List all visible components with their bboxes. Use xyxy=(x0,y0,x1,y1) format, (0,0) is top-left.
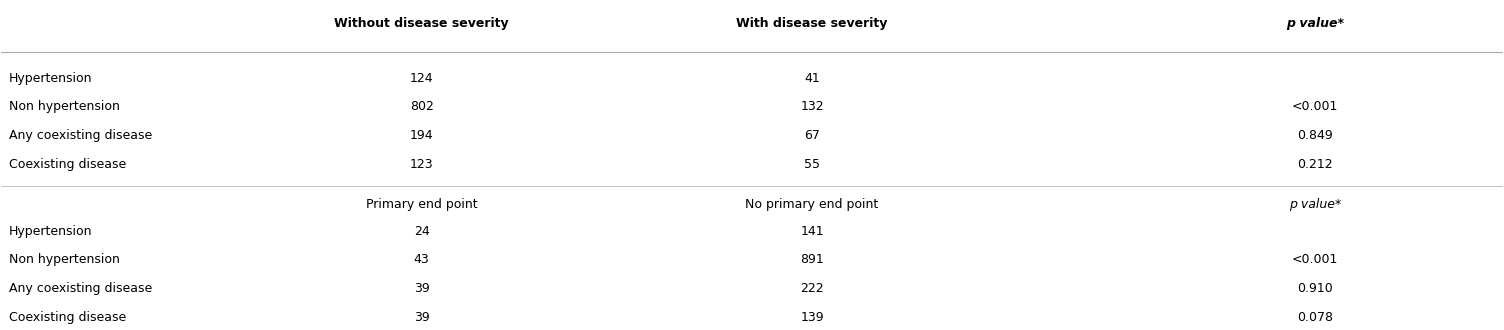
Text: 39: 39 xyxy=(414,311,430,324)
Text: Coexisting disease: Coexisting disease xyxy=(9,158,126,171)
Text: 39: 39 xyxy=(414,282,430,295)
Text: 222: 222 xyxy=(800,282,824,295)
Text: 141: 141 xyxy=(800,225,824,238)
Text: 24: 24 xyxy=(414,225,430,238)
Text: 123: 123 xyxy=(411,158,433,171)
Text: Non hypertension: Non hypertension xyxy=(9,253,120,266)
Text: 194: 194 xyxy=(411,129,433,142)
Text: p value*: p value* xyxy=(1286,17,1345,30)
Text: 891: 891 xyxy=(800,253,824,266)
Text: 139: 139 xyxy=(800,311,824,324)
Text: 124: 124 xyxy=(411,72,433,84)
Text: 0.849: 0.849 xyxy=(1296,129,1333,142)
Text: 43: 43 xyxy=(414,253,430,266)
Text: With disease severity: With disease severity xyxy=(737,17,887,30)
Text: 0.910: 0.910 xyxy=(1296,282,1333,295)
Text: <0.001: <0.001 xyxy=(1292,100,1339,113)
Text: Primary end point: Primary end point xyxy=(365,198,478,212)
Text: 67: 67 xyxy=(805,129,820,142)
Text: 41: 41 xyxy=(805,72,820,84)
Text: 55: 55 xyxy=(805,158,820,171)
Text: 0.078: 0.078 xyxy=(1296,311,1333,324)
Text: Coexisting disease: Coexisting disease xyxy=(9,311,126,324)
Text: Non hypertension: Non hypertension xyxy=(9,100,120,113)
Text: 802: 802 xyxy=(409,100,433,113)
Text: Any coexisting disease: Any coexisting disease xyxy=(9,129,152,142)
Text: Hypertension: Hypertension xyxy=(9,72,92,84)
Text: No primary end point: No primary end point xyxy=(746,198,878,212)
Text: 0.212: 0.212 xyxy=(1296,158,1333,171)
Text: Hypertension: Hypertension xyxy=(9,225,92,238)
Text: p value*: p value* xyxy=(1289,198,1342,212)
Text: Any coexisting disease: Any coexisting disease xyxy=(9,282,152,295)
Text: <0.001: <0.001 xyxy=(1292,253,1339,266)
Text: Without disease severity: Without disease severity xyxy=(334,17,508,30)
Text: 132: 132 xyxy=(800,100,824,113)
